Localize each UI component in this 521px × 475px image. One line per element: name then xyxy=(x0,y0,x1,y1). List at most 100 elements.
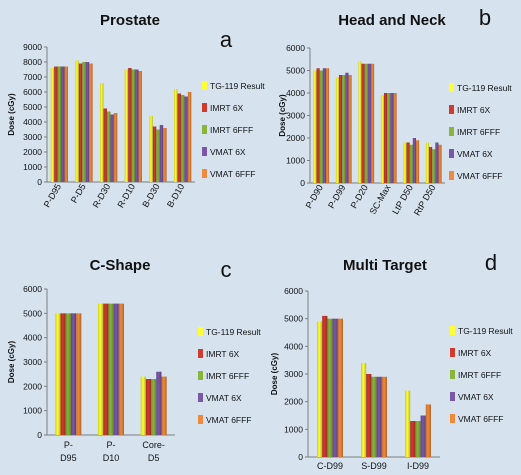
legend-swatch xyxy=(449,127,454,136)
legend-label: VMAT 6X xyxy=(457,149,493,159)
bar xyxy=(376,376,382,457)
legend-swatch xyxy=(450,326,455,335)
bar xyxy=(156,371,162,435)
bar xyxy=(327,318,333,457)
bar xyxy=(156,129,160,182)
bar xyxy=(82,62,86,182)
bar xyxy=(371,376,377,457)
bar xyxy=(387,93,391,183)
y-tick-label: 2000 xyxy=(23,381,42,391)
y-tick-label: 0 xyxy=(298,452,303,462)
legend-swatch xyxy=(449,171,454,180)
bar xyxy=(332,318,338,457)
legend-swatch xyxy=(202,169,207,178)
bar xyxy=(420,415,426,457)
bar xyxy=(131,69,136,182)
bar xyxy=(335,77,340,183)
bar xyxy=(316,68,320,183)
bar xyxy=(393,93,397,183)
y-tick-label: 6000 xyxy=(23,284,42,294)
bar xyxy=(380,95,385,183)
bar xyxy=(313,70,317,183)
legend-label: VMAT 6X xyxy=(458,392,494,402)
bar xyxy=(177,93,181,182)
y-tick-label: 6000 xyxy=(284,286,303,296)
bar xyxy=(106,111,111,182)
bar xyxy=(50,68,55,182)
bar xyxy=(180,95,185,182)
chart-title: Multi Target xyxy=(343,257,427,274)
bar xyxy=(339,75,343,183)
bar xyxy=(405,390,411,457)
legend-swatch xyxy=(449,83,454,92)
bar xyxy=(317,321,323,457)
bar xyxy=(145,379,152,435)
y-tick-label: 1000 xyxy=(23,162,42,172)
y-tick-label: 6000 xyxy=(23,87,42,97)
legend-swatch xyxy=(198,327,203,336)
y-tick-label: 0 xyxy=(37,430,42,440)
bar xyxy=(425,404,431,457)
bar xyxy=(118,303,124,435)
legend-swatch xyxy=(450,392,455,401)
bar xyxy=(412,138,416,183)
y-tick-label: 3000 xyxy=(284,369,303,379)
bar xyxy=(159,125,164,182)
bar xyxy=(152,126,157,182)
legend-swatch xyxy=(198,415,203,424)
x-tick-label: B-D10 xyxy=(165,182,186,209)
legend-swatch xyxy=(198,349,203,358)
bar xyxy=(140,376,146,435)
bar xyxy=(348,75,352,183)
bar xyxy=(70,313,77,435)
bar xyxy=(75,60,79,182)
bar xyxy=(108,303,114,435)
bar xyxy=(403,142,407,183)
bar xyxy=(410,421,416,457)
legend-label: TG-119 Result xyxy=(206,327,261,337)
bar xyxy=(432,149,436,183)
bar xyxy=(390,93,394,183)
legend-label: VMAT 6FFF xyxy=(206,415,252,425)
legend-label: IMRT 6X xyxy=(457,105,491,115)
x-tick-label: B-D30 xyxy=(140,182,161,209)
x-tick-label: RtP D50 xyxy=(412,183,438,217)
legend-label: IMRT 6FFF xyxy=(458,370,501,380)
chart-panel-2: Head and Neck b Dose (cGy) 0 1000 2000 3000 400… xyxy=(278,5,512,217)
bar xyxy=(55,313,61,435)
bar xyxy=(367,63,371,183)
bar xyxy=(98,303,104,435)
y-tick-label: 4000 xyxy=(23,117,42,127)
bar xyxy=(135,69,139,182)
x-tick-label: P-D99 xyxy=(326,183,347,210)
x-tick-label: Core-D5 xyxy=(142,440,165,463)
legend-label: VMAT 6FFF xyxy=(458,414,504,424)
y-tick-label: 2000 xyxy=(23,147,42,157)
bar xyxy=(337,318,343,457)
y-tick-label: 5000 xyxy=(284,314,303,324)
chart-panel-1: Prostate a Dose (cGy) 0 1000 2000 3000 4000 5000… xyxy=(7,12,265,210)
bar xyxy=(322,68,326,183)
x-tick-label: C-D99 xyxy=(317,461,343,471)
y-tick-label: 1000 xyxy=(286,156,305,166)
y-tick-label: 4000 xyxy=(23,333,42,343)
legend-swatch xyxy=(450,348,455,357)
x-tick-label: R-D30 xyxy=(91,182,113,210)
legend-swatch xyxy=(202,81,207,90)
bar xyxy=(370,63,375,183)
x-tick-label: R-D10 xyxy=(115,182,137,210)
bar xyxy=(345,72,349,183)
y-axis-label: Dose (cGy) xyxy=(7,93,16,136)
bar xyxy=(103,108,107,182)
bar xyxy=(60,313,66,435)
bar xyxy=(124,69,129,182)
y-tick-label: 2000 xyxy=(284,397,303,407)
x-tick-label: P-D20 xyxy=(349,183,370,210)
x-tick-label: P-D5 xyxy=(69,182,88,205)
bar xyxy=(415,140,420,183)
legend-swatch xyxy=(198,371,203,380)
y-tick-label: 3000 xyxy=(23,132,42,142)
y-tick-label: 6000 xyxy=(286,43,305,53)
legend-label: IMRT 6X xyxy=(210,103,244,113)
